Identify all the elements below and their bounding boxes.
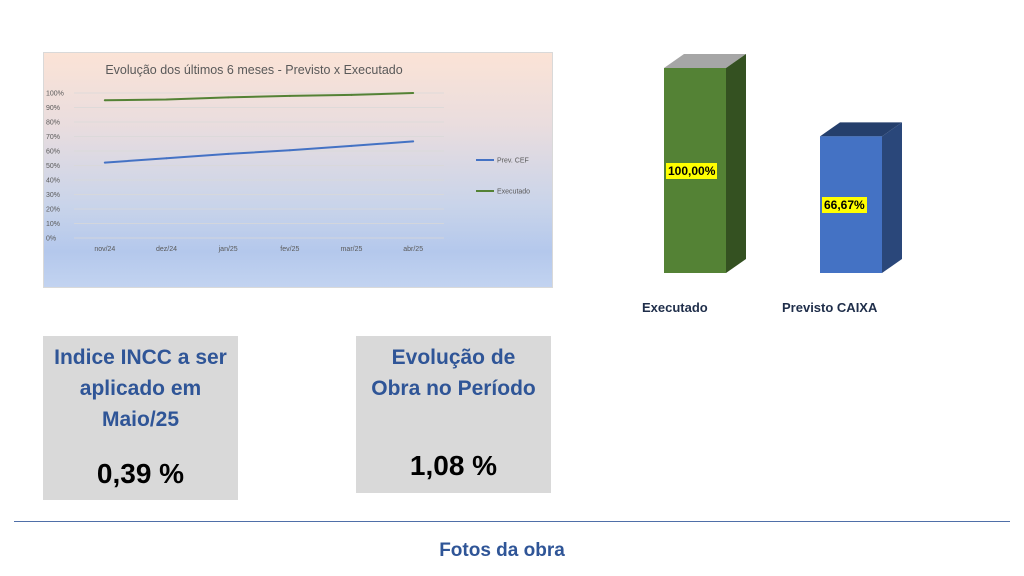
data-point xyxy=(412,140,415,143)
data-point xyxy=(412,92,415,94)
y-tick-label: 70% xyxy=(46,134,60,141)
data-point xyxy=(227,152,230,155)
legend-label: Executado xyxy=(497,189,530,196)
data-point xyxy=(165,98,168,101)
bar-chart-svg xyxy=(664,54,902,273)
bar-category-label-1: Executado xyxy=(642,300,708,315)
divider xyxy=(14,521,1010,522)
data-point xyxy=(103,99,106,102)
y-tick-label: 100% xyxy=(46,91,64,98)
y-tick-label: 30% xyxy=(46,192,60,199)
bar-top-1 xyxy=(664,54,746,68)
y-tick-label: 80% xyxy=(46,120,60,127)
data-point xyxy=(350,93,353,96)
y-tick-label: 40% xyxy=(46,178,60,185)
incc-value: 0,39 % xyxy=(96,458,185,489)
evolucao-title-line-2: Obra no Período xyxy=(371,377,536,400)
data-point xyxy=(103,161,106,164)
data-point xyxy=(227,96,230,99)
bar-value-label-1: 100,00% xyxy=(666,162,718,179)
line-chart-svg: Evolução dos últimos 6 meses - Previsto … xyxy=(46,63,530,253)
data-point xyxy=(288,149,291,152)
line-chart: Evolução dos últimos 6 meses - Previsto … xyxy=(43,52,553,288)
y-tick-label: 20% xyxy=(46,207,60,214)
series-line-1 xyxy=(104,140,414,164)
incc-title-line-2: aplicado em xyxy=(79,377,202,400)
y-tick-label: 60% xyxy=(46,149,60,156)
evolucao-title: Evolução de Obra no Período xyxy=(356,342,551,404)
data-point xyxy=(288,94,291,97)
y-tick-label: 50% xyxy=(46,163,60,170)
bar-value-label-2: 66,67% xyxy=(822,196,867,213)
data-point xyxy=(350,144,353,147)
bar-chart: 100,00% Executado 66,67% Previsto CAIXA xyxy=(620,40,920,330)
evolucao-box: Evolução de Obra no Período 1,08 % xyxy=(356,336,551,493)
y-tick-label: 90% xyxy=(46,105,60,112)
y-tick-label: 0% xyxy=(46,236,56,243)
legend-label: Prev. CEF xyxy=(497,158,529,165)
x-tick-label: jan/25 xyxy=(218,246,238,253)
x-tick-label: fev/25 xyxy=(280,246,299,253)
line-chart-title: Evolução dos últimos 6 meses - Previsto … xyxy=(105,63,402,77)
x-tick-label: dez/24 xyxy=(156,246,177,253)
incc-title: Indice INCC a ser aplicado em Maio/25 xyxy=(43,342,238,435)
bar-side-1 xyxy=(726,54,746,273)
x-tick-label: mar/25 xyxy=(341,246,363,253)
evolucao-value: 1,08 % xyxy=(409,450,498,481)
footer-title: Fotos da obra xyxy=(439,540,565,561)
incc-box: Indice INCC a ser aplicado em Maio/25 0,… xyxy=(43,336,238,500)
evolucao-title-line-1: Evolução de xyxy=(391,346,516,369)
bar-top-2 xyxy=(820,122,902,137)
incc-title-line-1: Indice INCC a ser xyxy=(54,346,227,369)
bar-category-label-2: Previsto CAIXA xyxy=(782,300,878,315)
x-tick-label: abr/25 xyxy=(403,246,423,253)
incc-title-line-3: Maio/25 xyxy=(101,408,180,431)
bar-side-2 xyxy=(882,122,902,273)
y-tick-label: 10% xyxy=(46,221,60,228)
x-tick-label: nov/24 xyxy=(94,246,115,253)
data-point xyxy=(165,157,168,160)
series-line-2 xyxy=(104,92,414,102)
